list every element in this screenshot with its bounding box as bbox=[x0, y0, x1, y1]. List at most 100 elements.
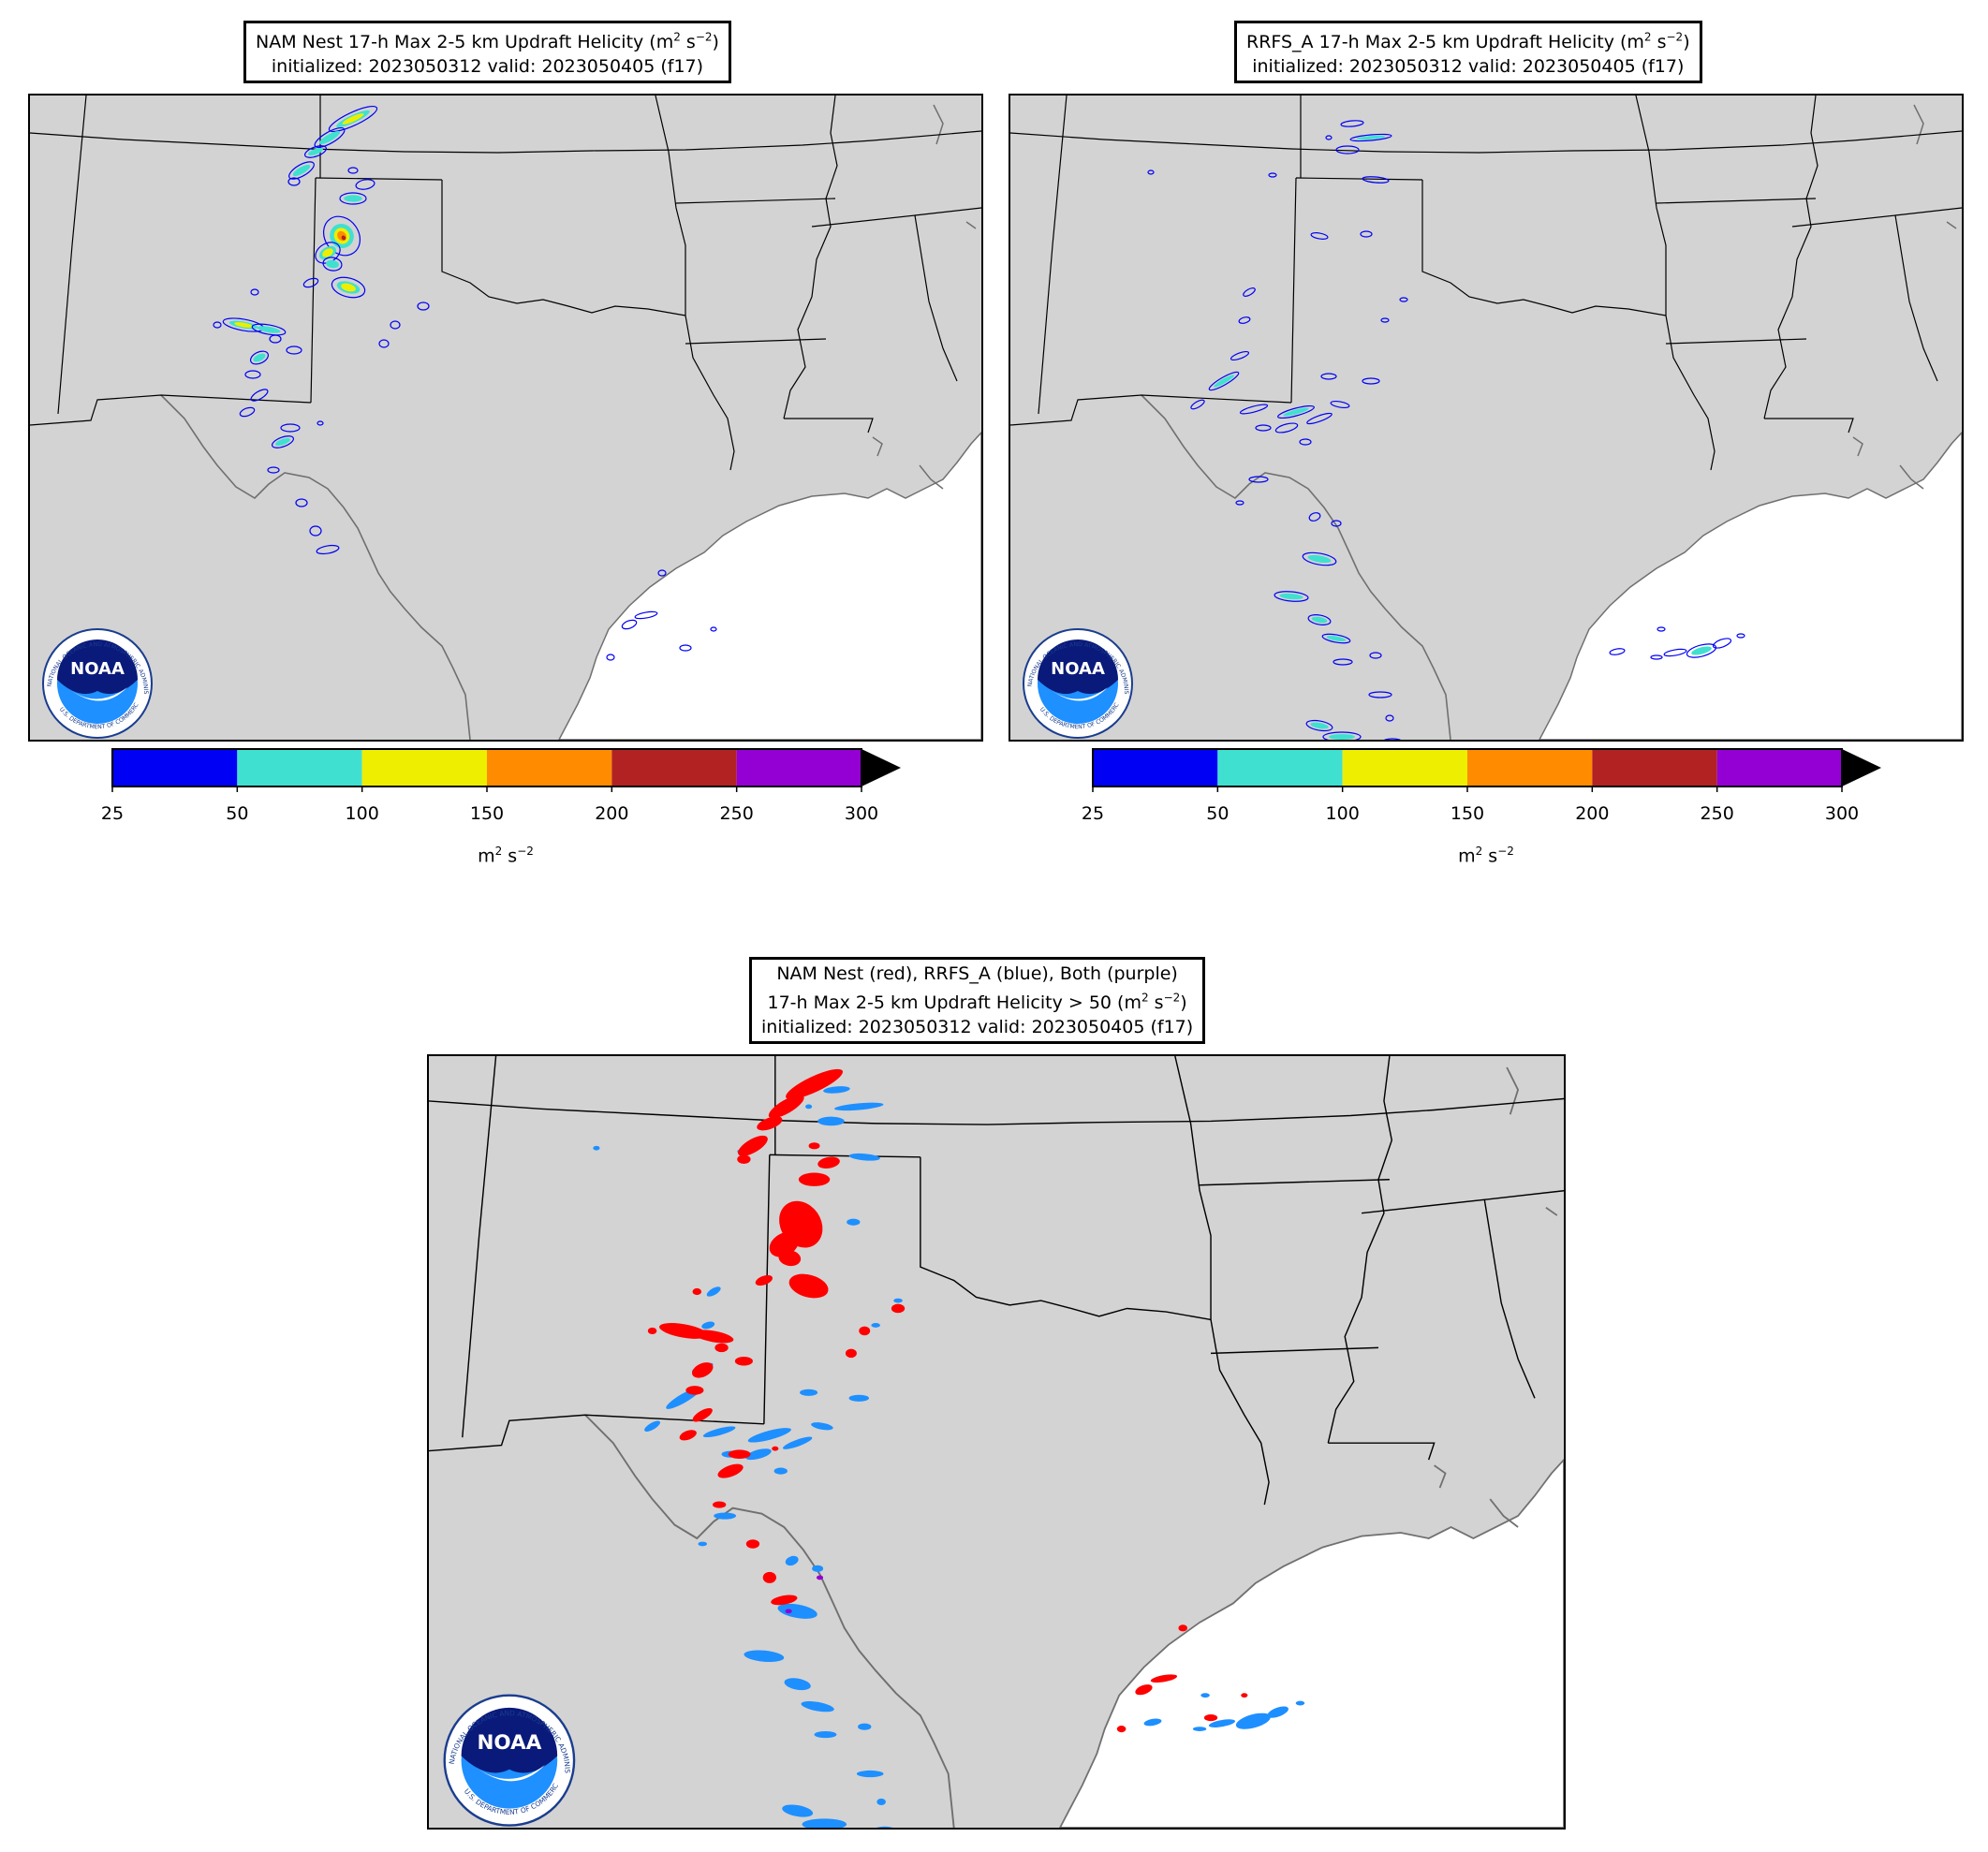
colorbar-tick-label: 100 bbox=[1325, 803, 1360, 824]
helicity-swath-outline bbox=[1368, 691, 1392, 698]
rrfs-swath bbox=[817, 1116, 845, 1126]
helicity-swath-50 bbox=[344, 195, 362, 202]
helicity-swath-outline bbox=[322, 215, 361, 257]
helicity-swath-outline bbox=[1190, 399, 1205, 410]
rrfs-swath bbox=[848, 1153, 880, 1161]
rrfs-swath bbox=[773, 1467, 788, 1475]
colorbar-tick-label: 150 bbox=[469, 803, 505, 824]
colorbar-tick-label: 25 bbox=[100, 803, 125, 824]
both-swath bbox=[816, 1575, 824, 1580]
rrfs-swath bbox=[745, 1448, 772, 1461]
helicity-swath-50 bbox=[1279, 593, 1303, 600]
logo-text: NOAA bbox=[477, 1731, 541, 1755]
gulf-of-mexico bbox=[558, 431, 981, 740]
helicity-swath-outline bbox=[634, 610, 658, 620]
coast-line bbox=[965, 221, 977, 229]
rrfs-title-line2: initialized: 2023050312 valid: 202305040… bbox=[1252, 56, 1685, 78]
helicity-swath-outline bbox=[286, 345, 302, 355]
state-border bbox=[1010, 130, 1962, 154]
coast-line bbox=[1852, 436, 1863, 457]
state-border bbox=[1290, 177, 1297, 404]
state-border bbox=[1421, 180, 1667, 316]
rio-grande-border bbox=[1141, 394, 1451, 740]
state-border bbox=[1894, 207, 1962, 216]
helicity-swath-outline bbox=[1384, 738, 1401, 740]
colorbar-segment bbox=[237, 749, 362, 786]
helicity-swath-outline bbox=[1380, 317, 1390, 323]
logo-text: NOAA bbox=[1051, 659, 1105, 679]
helicity-swath-outline bbox=[1147, 169, 1155, 175]
rrfs-swath bbox=[823, 1086, 850, 1094]
rrfs-swath bbox=[784, 1678, 811, 1691]
colorbar-tick-label: 100 bbox=[345, 803, 379, 824]
colorbar-segment bbox=[112, 749, 238, 786]
helicity-swath-outline bbox=[1360, 230, 1373, 238]
rrfs-swath bbox=[876, 1798, 886, 1806]
helicity-swath-50 bbox=[1326, 636, 1347, 641]
helicity-swath-outline bbox=[1362, 176, 1390, 184]
colorbar-segment bbox=[1467, 749, 1593, 786]
helicity-swath-outline bbox=[1609, 648, 1626, 655]
both-swath bbox=[785, 1609, 792, 1614]
helicity-swath-outline bbox=[390, 320, 401, 330]
comparison-map: NOAA NATIONAL OCEANIC AND ATMOSPHERIC ADM… bbox=[427, 1054, 1566, 1830]
state-border bbox=[1764, 418, 1854, 434]
helicity-swath-outline bbox=[288, 161, 315, 180]
helicity-swath-outline bbox=[244, 370, 261, 379]
colorbar-extend-arrow bbox=[1842, 749, 1881, 786]
nam-swath bbox=[717, 1463, 744, 1478]
rrfs-swath bbox=[698, 1541, 708, 1547]
state-border bbox=[30, 394, 312, 426]
helicity-swath-outline bbox=[314, 127, 346, 148]
rrfs-colorbar: 25 50 100 150 200 250 300 m2 s−2 bbox=[980, 745, 1973, 886]
logo-gull bbox=[1050, 687, 1108, 701]
nam-swath bbox=[685, 1386, 704, 1395]
state-border bbox=[310, 177, 317, 404]
colorbar-segment bbox=[1716, 749, 1842, 786]
helicity-swath-outline bbox=[322, 257, 343, 272]
colorbar-tick-label: 150 bbox=[1450, 803, 1485, 824]
helicity-swath-outline bbox=[1362, 377, 1380, 385]
nam-colorbar: 25 50 100 150 200 250 300 m2 s−2 bbox=[0, 745, 993, 886]
nam-swath bbox=[788, 1273, 829, 1299]
rrfs-swath bbox=[706, 1286, 721, 1297]
helicity-swath-50 bbox=[1310, 722, 1329, 729]
logo-gull bbox=[69, 687, 127, 701]
coast-line bbox=[1913, 104, 1924, 145]
nam-swath bbox=[1135, 1684, 1153, 1696]
helicity-swath-outline bbox=[1349, 133, 1392, 142]
rrfs-swath bbox=[814, 1731, 837, 1739]
colorbar-tick-label: 300 bbox=[1824, 803, 1860, 824]
helicity-swath-outline bbox=[251, 323, 287, 336]
state-border bbox=[429, 1097, 1564, 1125]
nam-swath bbox=[679, 1430, 697, 1441]
helicity-swath-outline bbox=[331, 276, 366, 299]
helicity-swath-outline bbox=[267, 466, 280, 474]
helicity-swath-50 bbox=[326, 259, 339, 269]
helicity-swath-outline bbox=[339, 192, 367, 205]
helicity-swath-outline bbox=[378, 339, 390, 348]
rrfs-swath bbox=[1200, 1693, 1210, 1698]
rrfs-title-line1: RRFS_A 17-h Max 2-5 km Updraft Helicity … bbox=[1246, 31, 1690, 53]
nam-swath bbox=[1178, 1624, 1187, 1632]
rrfs-swath bbox=[812, 1565, 824, 1572]
nam-title-line2: initialized: 2023050312 valid: 202305040… bbox=[271, 56, 704, 78]
logo-sky bbox=[57, 639, 138, 695]
helicity-swath-outline bbox=[621, 619, 638, 630]
coast-line bbox=[1434, 1464, 1447, 1489]
helicity-swath-100 bbox=[234, 322, 253, 328]
rrfs-swath bbox=[714, 1512, 737, 1520]
nam-swath bbox=[1150, 1674, 1178, 1683]
gulf-of-mexico bbox=[1539, 431, 1962, 740]
helicity-swath-outline bbox=[269, 334, 282, 344]
rrfs-swath bbox=[593, 1145, 600, 1151]
rrfs-swath bbox=[800, 1389, 818, 1396]
helicity-swath-outline bbox=[317, 420, 324, 426]
helicity-swath-outline bbox=[316, 544, 340, 555]
rrfs-swath bbox=[871, 1323, 880, 1328]
rrfs-swath bbox=[785, 1555, 799, 1566]
rrfs-swath bbox=[876, 1826, 893, 1828]
state-border bbox=[1763, 96, 1819, 419]
state-border bbox=[462, 1056, 497, 1438]
colorbar-tick-label: 50 bbox=[226, 803, 249, 824]
